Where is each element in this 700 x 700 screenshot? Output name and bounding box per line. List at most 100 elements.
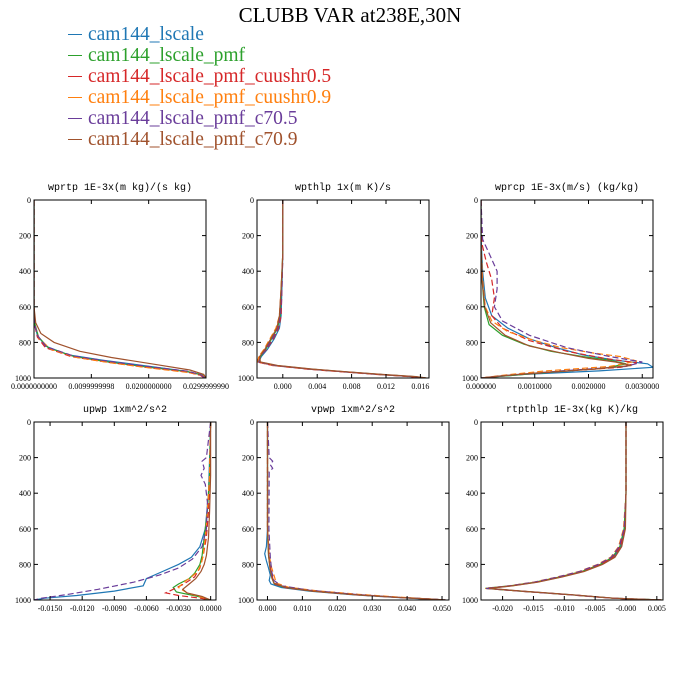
y-tick-label: 0 [474, 418, 478, 427]
y-tick-label: 200 [466, 454, 478, 463]
series-line [257, 200, 425, 378]
y-tick-label: 200 [19, 454, 31, 463]
x-tick-label: -0.000 [616, 604, 637, 613]
y-tick-label: 800 [242, 338, 254, 347]
legend-line-icon [68, 76, 82, 77]
series-line [266, 422, 446, 600]
plot-frame [480, 199, 654, 379]
y-tick-label: 400 [242, 267, 254, 276]
series-line [257, 200, 426, 378]
y-tick-label: 200 [466, 232, 478, 241]
x-tick-label: 0.0010000 [518, 382, 552, 391]
y-tick-label: 1000 [15, 374, 31, 383]
series-line [266, 422, 446, 600]
y-tick-label: 0 [27, 418, 31, 427]
x-tick-label: 0.0000 [200, 604, 222, 613]
legend-line-icon [68, 139, 82, 140]
y-tick-label: 600 [242, 303, 254, 312]
y-tick-label: 0 [474, 196, 478, 205]
y-tick-label: 400 [466, 267, 478, 276]
x-tick-label: -0.005 [585, 604, 606, 613]
plot-frame [480, 421, 664, 601]
y-tick-label: 800 [19, 338, 31, 347]
x-tick-label: -0.010 [554, 604, 575, 613]
y-tick-label: 800 [466, 338, 478, 347]
x-tick-label: 0.0030000 [625, 382, 659, 391]
x-tick-label: 0.008 [343, 382, 361, 391]
x-tick-label: 0.010 [293, 604, 311, 613]
panel-title: vpwp 1xm^2/s^2 [311, 404, 395, 416]
y-tick-label: 0 [250, 196, 254, 205]
legend-item: cam144_lscale_pmf_c70.9 [68, 129, 331, 150]
x-tick-label: -0.0030 [166, 604, 191, 613]
y-tick-label: 600 [466, 303, 478, 312]
legend-item: cam144_lscale_pmf_cuushr0.5 [68, 66, 331, 87]
legend-label: cam144_lscale_pmf_c70.9 [88, 128, 298, 150]
series-line [172, 422, 212, 600]
y-tick-label: 800 [466, 560, 478, 569]
panel-title: rtpthlp 1E-3x(kg K)/kg [506, 404, 638, 416]
series-line [488, 422, 661, 600]
x-tick-label: 0.000 [258, 604, 276, 613]
y-tick-label: 800 [19, 560, 31, 569]
legend-item: cam144_lscale_pmf_cuushr0.9 [68, 87, 331, 108]
legend-line-icon [68, 118, 82, 119]
panel-title: wpthlp 1x(m K)/s [295, 182, 391, 194]
series-line [266, 422, 446, 600]
y-tick-label: 400 [466, 489, 478, 498]
y-tick-label: 400 [19, 489, 31, 498]
series-line [266, 422, 446, 600]
x-tick-label: 0.050 [433, 604, 451, 613]
x-tick-label: 0.016 [411, 382, 429, 391]
plot-frame [33, 199, 207, 379]
plot-frame [33, 421, 217, 601]
panel: wprtp 1E-3x(m kg)/(s kg) 0 200 400 600 800 100… [11, 182, 229, 391]
x-tick-label: -0.020 [492, 604, 513, 613]
panel-title: wprcp 1E-3x(m/s) (kg/kg) [495, 182, 639, 194]
x-tick-label: 0.020 [328, 604, 346, 613]
x-tick-label: 0.040 [398, 604, 416, 613]
legend-label: cam144_lscale_pmf_c70.5 [88, 107, 298, 129]
panel: rtpthlp 1E-3x(kg K)/kg 0 200 400 600 800 1000 -… [462, 404, 666, 613]
panel-title: upwp 1xm^2/s^2 [83, 404, 167, 416]
series-line [34, 422, 212, 600]
legend-line-icon [68, 55, 82, 56]
series-line [34, 200, 206, 378]
x-tick-label: -0.0120 [70, 604, 95, 613]
y-tick-label: 800 [242, 560, 254, 569]
x-tick-label: 0.0099999998 [68, 382, 114, 391]
x-tick-label: 0.005 [648, 604, 666, 613]
y-tick-label: 600 [19, 525, 31, 534]
series-line [485, 422, 662, 600]
series-line [481, 200, 638, 378]
y-tick-label: 1000 [462, 596, 478, 605]
x-tick-label: 0.000000 [466, 382, 496, 391]
series-line [481, 200, 632, 378]
y-tick-label: 600 [466, 525, 478, 534]
x-tick-label: -0.015 [523, 604, 544, 613]
y-tick-label: 200 [19, 232, 31, 241]
figure-title: CLUBB VAR at238E,30N [238, 3, 462, 27]
y-tick-label: 400 [242, 489, 254, 498]
y-tick-label: 0 [27, 196, 31, 205]
y-tick-label: 400 [19, 267, 31, 276]
panel: upwp 1xm^2/s^2 0 200 400 600 800 1000 -0.0150 -0… [15, 404, 222, 613]
legend: cam144_lscale cam144_lscale_pmf cam144_l… [68, 24, 331, 150]
series-line [258, 200, 426, 378]
panel: wpthlp 1x(m K)/s 0 200 400 600 800 1000 0.000 0.… [238, 182, 430, 391]
y-tick-label: 600 [242, 525, 254, 534]
y-tick-label: 1000 [238, 596, 254, 605]
series-line [481, 200, 638, 378]
panel: vpwp 1xm^2/s^2 0 200 400 600 800 1000 0.000 0.01… [238, 404, 451, 613]
y-tick-label: 1000 [238, 374, 254, 383]
legend-label: cam144_lscale_pmf_cuushr0.9 [88, 86, 332, 108]
series-line [486, 422, 662, 600]
x-tick-label: 0.0020000 [572, 382, 606, 391]
plot-frame [256, 421, 450, 601]
y-tick-label: 200 [242, 454, 254, 463]
y-tick-label: 1000 [462, 374, 478, 383]
legend-label: cam144_lscale [88, 23, 204, 45]
x-tick-label: -0.0090 [102, 604, 127, 613]
panel-title: wprtp 1E-3x(m kg)/(s kg) [48, 182, 192, 194]
